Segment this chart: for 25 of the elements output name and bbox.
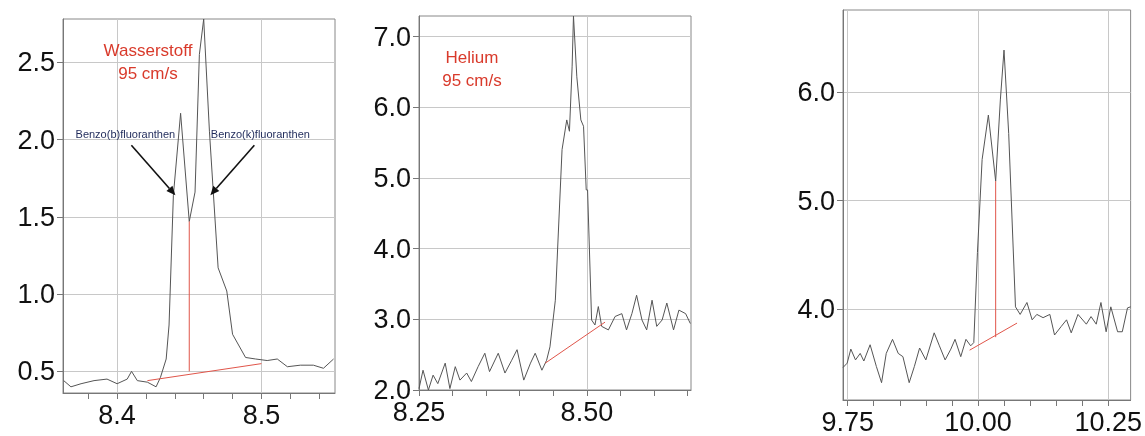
x-tick-label: 8.4 — [98, 399, 136, 430]
y-tick-label: 1.0 — [17, 279, 55, 310]
y-tick-label: 1.5 — [17, 201, 55, 232]
y-tick-label: 2.0 — [17, 124, 55, 155]
x-tick-label: 10.25 — [1074, 406, 1143, 436]
text: Helium — [445, 48, 499, 67]
y-tick-label: 4.0 — [797, 294, 835, 324]
y-tick-label: 6.0 — [373, 92, 411, 123]
x-tick-label: 9.75 — [821, 406, 874, 436]
y-tick-label: 4.0 — [373, 233, 411, 264]
y-tick-label: 0.5 — [17, 356, 55, 387]
y-tick-label: 7.0 — [373, 21, 411, 52]
y-tick-label: 2.5 — [17, 47, 55, 78]
x-tick-label: 10.00 — [944, 406, 1012, 436]
text: 95 cm/s — [118, 64, 178, 83]
annotation: Benzo(k)fluoranthen — [210, 127, 310, 140]
y-tick-label: 5.0 — [797, 185, 835, 216]
x-tick-label: 8.50 — [560, 396, 614, 427]
text: Wasserstoff — [103, 41, 193, 60]
x-tick-label: 8.5 — [242, 399, 281, 430]
y-tick-label: 5.0 — [373, 162, 411, 193]
annotation: Benzo(b)fluoranthen — [75, 127, 176, 140]
y-tick-label: 3.0 — [373, 304, 411, 335]
text: 95 cm/s — [442, 71, 502, 90]
y-tick-label: 6.0 — [797, 77, 835, 108]
